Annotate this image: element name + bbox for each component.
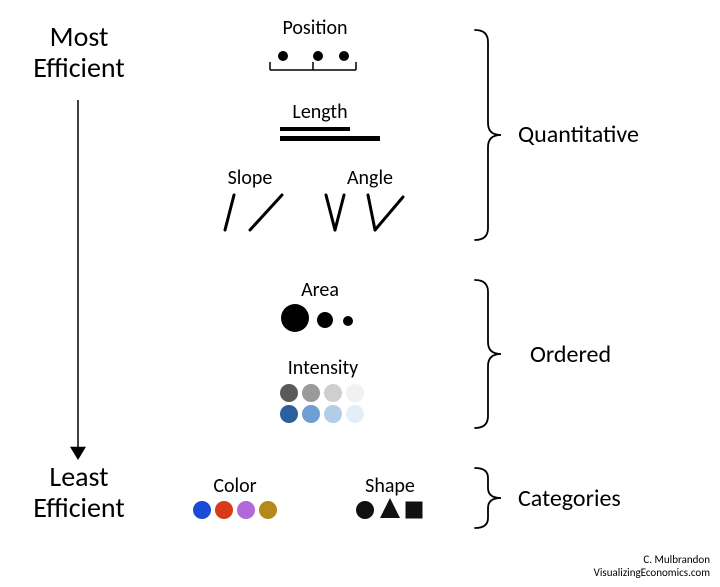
quantitative-label: Quantitative: [518, 120, 639, 149]
categories-label: Categories: [518, 484, 621, 513]
group-braces: [0, 0, 520, 560]
ordered-label: Ordered: [530, 340, 611, 369]
credit-line2: VisualizingEconomics.com: [594, 566, 710, 579]
credit-text: C. Mulbrandon VisualizingEconomics.com: [594, 553, 710, 579]
credit-line1: C. Mulbrandon: [643, 553, 710, 566]
